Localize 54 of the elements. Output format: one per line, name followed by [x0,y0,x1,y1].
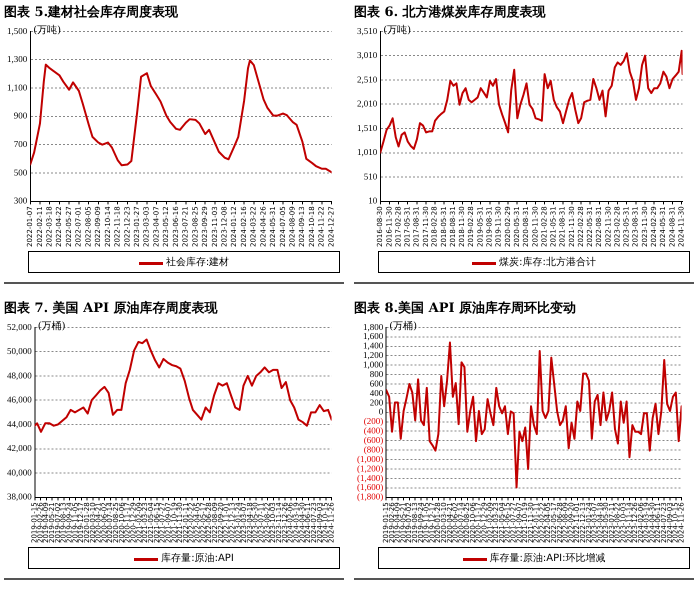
y-tick-label: (1,800) [356,492,384,502]
y-tick-label: 1,200 [362,350,384,360]
y-tick-label: 1,500 [7,26,28,36]
legend-label: 煤炭:库存:北方港合计 [499,257,596,268]
y-tick-label: 510 [364,171,378,182]
y-tick-label: 40,000 [7,467,32,478]
chart-title: 图表 6. 北方港煤炭库存周度表现 [354,4,547,22]
y-tick-label: (1,000) [356,454,384,464]
y-tick-label: 42,000 [7,443,32,454]
y-tick-label: (1,200) [356,463,384,474]
y-tick-label: 10 [368,196,378,206]
y-tick-label: 700 [14,139,28,150]
legend-label: 社会库存:建材 [166,257,230,268]
y-tick-label: 600 [370,378,384,388]
y-tick-label: 2,010 [357,98,378,109]
y-tick-label: 500 [14,167,28,178]
y-axis-title: (万桶) [389,320,418,332]
y-tick-label: 3,010 [357,50,378,60]
y-tick-label: 1,600 [362,331,384,342]
chart-title: 图表 8.美国 API 原油库存周环比变动 [354,300,578,318]
y-tick-label: 46,000 [7,394,32,405]
chart-title: 图表 5.建材社会库存周度表现 [4,4,180,22]
y-tick-label: 50,000 [7,346,32,356]
y-tick-label: (200) [364,416,384,426]
y-tick-label: 48,000 [7,370,32,380]
y-tick-label: (600) [364,435,384,446]
y-axis-title: (万吨) [33,24,62,36]
y-tick-label: 38,000 [7,492,32,502]
y-tick-label: 1,400 [362,340,384,351]
y-tick-label: 1,800 [362,322,384,332]
y-tick-label: 200 [370,397,384,408]
legend-label: 库存量:原油:API [161,553,234,564]
legend-label: 库存量:原油:API:环比增减 [490,553,606,564]
y-tick-label: 300 [14,196,28,206]
y-tick-label: (1,600) [356,482,384,492]
y-tick-label: 1,000 [362,360,384,370]
y-tick-label: 44,000 [7,418,32,429]
y-axis-title: (万桶) [38,320,66,332]
y-tick-label: 800 [370,368,384,379]
y-tick-label: (1,400) [356,472,384,483]
y-axis-title: (万吨) [383,24,412,36]
y-tick-label: 400 [370,388,384,398]
y-tick-label: 2,510 [357,74,378,84]
y-tick-label: 1,100 [7,82,28,92]
y-tick-label: 900 [14,110,28,121]
y-tick-label: 1,010 [357,147,378,158]
y-tick-label: 1,510 [357,122,378,133]
y-tick-label: 52,000 [7,322,32,332]
y-tick-label: (400) [364,426,384,436]
y-tick-label: (800) [364,444,384,454]
y-tick-label: 0 [378,406,384,417]
y-tick-label: 3,510 [357,26,378,36]
y-tick-label: 1,300 [7,54,28,64]
chart-title: 图表 7. 美国 API 原油库存周度表现 [4,300,219,318]
